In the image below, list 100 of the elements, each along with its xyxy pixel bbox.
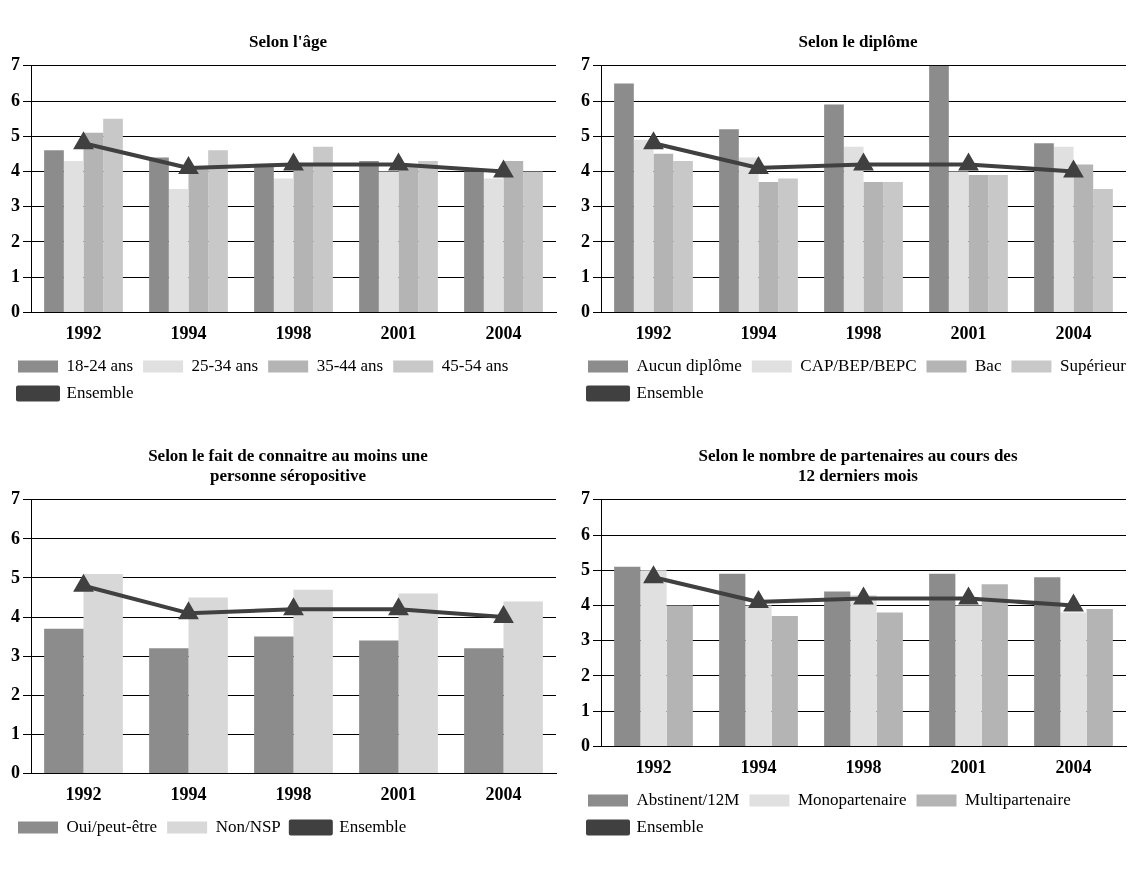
point	[854, 154, 873, 171]
bar	[843, 146, 864, 312]
x-tick-label: 2004	[1055, 756, 1092, 777]
point	[179, 157, 198, 174]
bar	[1034, 143, 1054, 312]
point	[74, 133, 93, 150]
bar	[955, 605, 982, 746]
y-tick-label: 2	[11, 683, 20, 704]
bar	[83, 574, 123, 773]
y-tick-label: 0	[11, 301, 20, 322]
bar	[778, 178, 798, 312]
y-tick-label: 7	[581, 54, 590, 75]
legend-label: Multipartenaire	[965, 789, 1071, 809]
bar	[83, 132, 104, 312]
y-tick-label: 3	[11, 195, 20, 216]
bar	[758, 182, 779, 312]
bar	[254, 636, 294, 773]
bar	[103, 118, 123, 312]
y-tick-label: 1	[11, 722, 20, 743]
bar	[1093, 189, 1113, 312]
y-tick-label: 1	[581, 699, 590, 720]
bar	[359, 160, 379, 312]
bar	[464, 648, 504, 773]
x-tick-label: 1992	[65, 322, 102, 343]
x-tick-label: 1992	[635, 322, 672, 343]
point	[284, 154, 303, 171]
bar	[640, 570, 667, 746]
legend-label: 25-34 ans	[191, 355, 259, 375]
bar	[850, 594, 877, 746]
y-tick-label: 6	[11, 527, 20, 548]
y-tick-label: 2	[581, 230, 590, 251]
point	[1064, 595, 1083, 612]
point	[644, 567, 663, 584]
point	[494, 161, 513, 178]
x-tick-label: 1994	[740, 322, 777, 343]
x-tick-label: 1998	[275, 783, 312, 804]
x-tick-label: 1994	[170, 783, 207, 804]
legend-label: Oui/peut-être	[66, 816, 158, 836]
point	[389, 154, 408, 171]
x-tick-label: 2001	[380, 783, 417, 804]
point	[959, 588, 978, 605]
bar	[614, 566, 641, 746]
legend-label: Ensemble	[636, 816, 704, 836]
bar	[208, 150, 228, 312]
y-tick-label: 4	[11, 160, 20, 181]
bar	[653, 153, 674, 312]
x-tick-label: 2004	[485, 322, 522, 343]
y-tick-label: 7	[11, 488, 20, 509]
x-tick-label: 1998	[845, 322, 882, 343]
bar	[614, 83, 634, 312]
y-tick-label: 6	[581, 89, 590, 110]
chart-title: Selon le fait de connaitre au moins une personne séropositive	[147, 445, 429, 486]
bar	[633, 139, 654, 312]
bar	[863, 182, 884, 312]
y-tick-label: 6	[581, 523, 590, 544]
bar	[503, 601, 543, 773]
bar	[418, 160, 438, 312]
legend-label: 35-44 ans	[316, 355, 384, 375]
bar	[1073, 164, 1094, 312]
point	[644, 133, 663, 150]
point	[959, 154, 978, 171]
y-tick-label: 5	[581, 558, 590, 579]
bar	[359, 640, 399, 773]
y-tick-label: 4	[581, 594, 590, 615]
legend-label: Monopartenaire	[797, 789, 907, 809]
y-tick-label: 5	[11, 124, 20, 145]
bar	[293, 589, 333, 773]
bar	[464, 171, 484, 312]
y-tick-label: 3	[11, 644, 20, 665]
y-tick-label: 2	[11, 230, 20, 251]
point	[1064, 161, 1083, 178]
bar	[378, 171, 399, 312]
chart-title: Selon le diplôme	[797, 31, 919, 52]
legend-label: Ensemble	[66, 382, 134, 402]
bar	[719, 129, 739, 312]
x-tick-label: 2001	[380, 322, 417, 343]
y-tick-label: 1	[11, 265, 20, 286]
y-tick-label: 7	[581, 488, 590, 509]
x-tick-label: 2001	[950, 756, 987, 777]
bar	[988, 175, 1008, 312]
point	[854, 588, 873, 605]
x-tick-label: 1992	[65, 783, 102, 804]
bar	[1053, 146, 1074, 312]
legend-label: 18-24 ans	[66, 355, 134, 375]
bar	[948, 171, 969, 312]
bar	[876, 612, 903, 746]
legend-label: Supérieur	[1059, 355, 1127, 375]
y-tick-label: 4	[581, 160, 590, 181]
bar	[168, 189, 189, 312]
bar	[483, 178, 504, 312]
bar	[719, 573, 746, 746]
bar	[1060, 612, 1087, 746]
bar	[771, 616, 798, 746]
legend-label: Non/NSP	[215, 816, 281, 836]
x-tick-label: 1998	[845, 756, 882, 777]
bar	[824, 591, 851, 746]
bar	[929, 573, 956, 746]
x-tick-label: 2004	[1055, 322, 1092, 343]
legend-label: Aucun diplôme	[636, 355, 742, 375]
bar	[981, 584, 1008, 746]
